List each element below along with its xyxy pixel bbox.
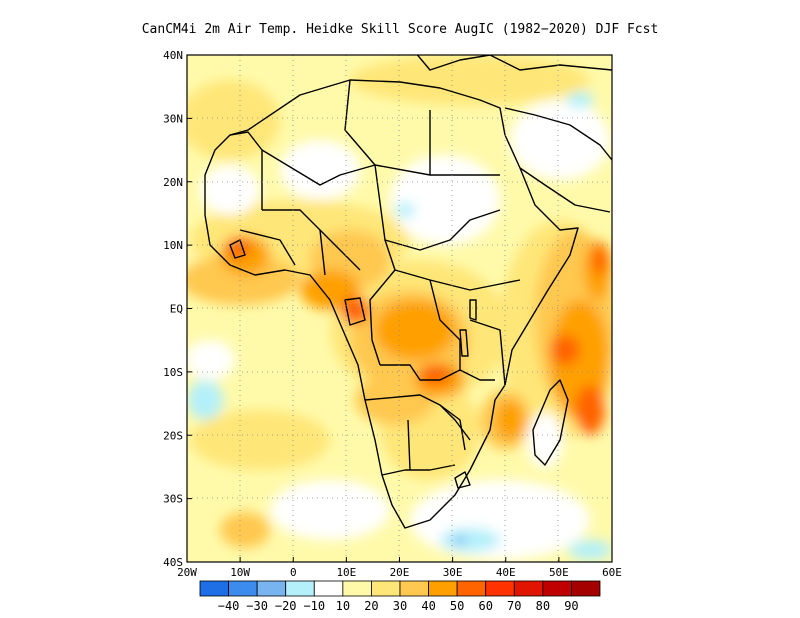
colorbar-swatch bbox=[313, 580, 344, 597]
colorbar-swatch bbox=[399, 580, 429, 597]
colorbar-label: 90 bbox=[564, 599, 578, 613]
map-title: CanCM4i 2m Air Temp. Heidke Skill Score … bbox=[141, 22, 659, 37]
colorbar bbox=[199, 580, 601, 597]
colorbar-label: 30 bbox=[393, 599, 407, 613]
colorbar-swatch bbox=[285, 580, 315, 597]
x-tick-label: 0 bbox=[290, 566, 297, 579]
colorbar-swatch bbox=[371, 580, 401, 597]
colorbar-swatch bbox=[513, 580, 544, 597]
colorbar-label: 70 bbox=[507, 599, 521, 613]
colorbar-label: 10 bbox=[336, 599, 350, 613]
y-tick-label: 40N bbox=[163, 49, 183, 62]
colorbar-label: 60 bbox=[478, 599, 492, 613]
colorbar-swatch bbox=[256, 580, 287, 597]
colorbar-label: −30 bbox=[246, 599, 268, 613]
x-tick-label: 60E bbox=[602, 566, 622, 579]
colorbar-swatch bbox=[485, 580, 515, 597]
colorbar-label: −10 bbox=[303, 599, 325, 613]
y-tick-label: 20N bbox=[163, 176, 183, 189]
x-tick-label: 10W bbox=[230, 566, 250, 579]
x-tick-label: 10E bbox=[336, 566, 356, 579]
x-tick-label: 50E bbox=[549, 566, 569, 579]
colorbar-swatch bbox=[342, 580, 372, 597]
colorbar-label: 80 bbox=[536, 599, 550, 613]
y-axis-ticks: 40N 30N 20N 10N EQ 10S 20S 30S 40S bbox=[163, 49, 192, 569]
colorbar-label: 50 bbox=[450, 599, 464, 613]
colorbar-swatch bbox=[456, 580, 487, 597]
y-tick-label: EQ bbox=[170, 303, 183, 316]
y-tick-label: 30N bbox=[163, 112, 183, 125]
x-tick-label: 30E bbox=[443, 566, 463, 579]
colorbar-swatch bbox=[542, 580, 572, 597]
x-tick-label: 20E bbox=[390, 566, 410, 579]
colorbar-label: 40 bbox=[421, 599, 435, 613]
x-axis-ticks: 20W 10W 0 10E 20E 30E 40E 50E 60E bbox=[177, 557, 622, 579]
x-tick-label: 40E bbox=[496, 566, 516, 579]
colorbar-swatch bbox=[199, 580, 229, 597]
grid-lines bbox=[187, 55, 612, 562]
y-tick-label: 20S bbox=[163, 429, 183, 442]
colorbar-labels: −40 −30 −20 −10 10 20 30 40 50 60 70 80 90 bbox=[218, 599, 579, 613]
y-tick-label: 30S bbox=[163, 493, 183, 506]
y-tick-label: 10S bbox=[163, 366, 183, 379]
x-tick-label: 20W bbox=[177, 566, 197, 579]
coastlines bbox=[204, 55, 612, 529]
colorbar-label: −40 bbox=[218, 599, 240, 613]
colorbar-swatch bbox=[571, 580, 601, 597]
y-tick-label: 10N bbox=[163, 239, 183, 252]
colorbar-label: 20 bbox=[364, 599, 378, 613]
colorbar-swatch bbox=[428, 580, 458, 597]
y-tick-label: 40S bbox=[163, 556, 183, 569]
colorbar-label: −20 bbox=[275, 599, 297, 613]
colorbar-swatch bbox=[228, 580, 258, 597]
